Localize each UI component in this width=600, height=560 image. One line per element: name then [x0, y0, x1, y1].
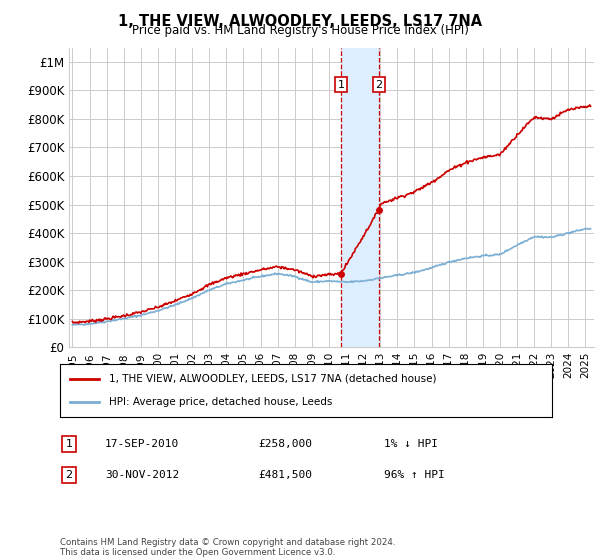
Text: 30-NOV-2012: 30-NOV-2012	[105, 470, 179, 480]
Text: 2: 2	[65, 470, 73, 480]
Text: 2: 2	[376, 80, 382, 90]
Bar	[341, 48, 379, 347]
Text: £258,000: £258,000	[258, 439, 312, 449]
Text: 1: 1	[65, 439, 73, 449]
Text: Contains HM Land Registry data © Crown copyright and database right 2024.
This d: Contains HM Land Registry data © Crown c…	[60, 538, 395, 557]
Text: £481,500: £481,500	[258, 470, 312, 480]
Text: Price paid vs. HM Land Registry's House Price Index (HPI): Price paid vs. HM Land Registry's House …	[131, 24, 469, 37]
Text: 1, THE VIEW, ALWOODLEY, LEEDS, LS17 7NA: 1, THE VIEW, ALWOODLEY, LEEDS, LS17 7NA	[118, 14, 482, 29]
Text: 17-SEP-2010: 17-SEP-2010	[105, 439, 179, 449]
Text: 96% ↑ HPI: 96% ↑ HPI	[384, 470, 445, 480]
Text: 1, THE VIEW, ALWOODLEY, LEEDS, LS17 7NA (detached house): 1, THE VIEW, ALWOODLEY, LEEDS, LS17 7NA …	[109, 374, 437, 384]
Text: 1: 1	[338, 80, 344, 90]
Text: 1% ↓ HPI: 1% ↓ HPI	[384, 439, 438, 449]
Text: HPI: Average price, detached house, Leeds: HPI: Average price, detached house, Leed…	[109, 397, 332, 407]
